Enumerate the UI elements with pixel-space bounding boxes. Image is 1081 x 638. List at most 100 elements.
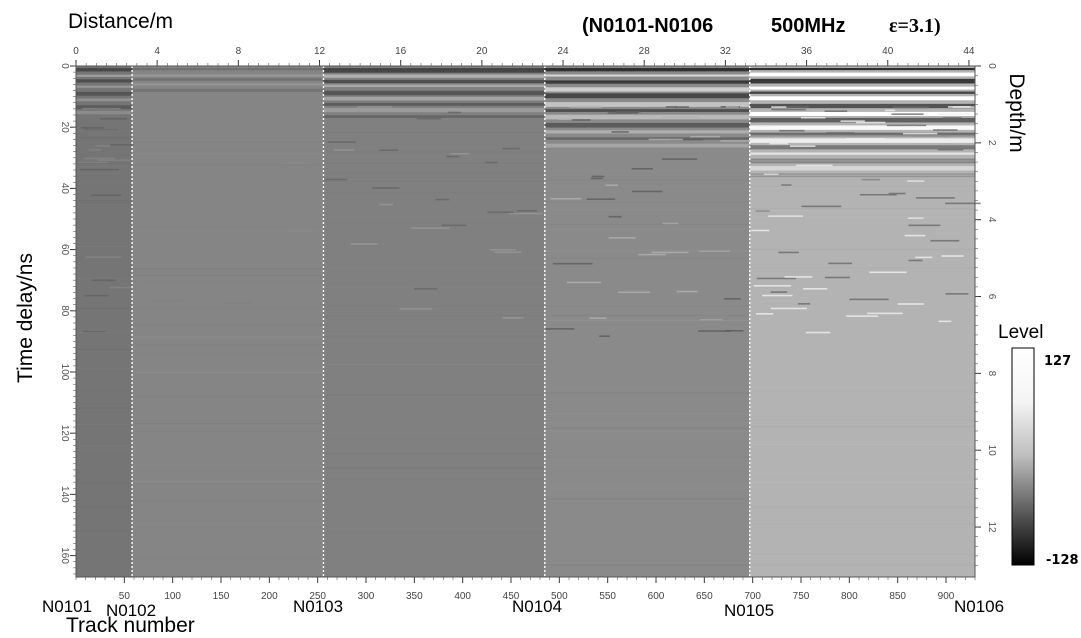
reflection-streak	[333, 149, 355, 151]
texture-line	[749, 208, 975, 210]
texture-line	[76, 166, 133, 168]
reflection-streak	[605, 184, 618, 186]
reflection-streak	[662, 222, 679, 225]
reflection-streak	[446, 155, 459, 158]
reflection-band	[323, 74, 545, 78]
texture-line	[323, 126, 545, 128]
texture-line	[544, 186, 750, 188]
texture-line	[544, 179, 750, 181]
texture-line	[76, 246, 133, 248]
track-tick-label: 650	[696, 591, 713, 602]
reflection-streak	[798, 303, 811, 305]
texture-line	[544, 258, 750, 260]
distance-tick-label: 12	[314, 46, 326, 57]
reflection-band	[544, 102, 750, 107]
texture-line	[544, 375, 750, 377]
texture-line	[323, 151, 545, 153]
reflection-band	[323, 115, 545, 118]
reflection-streak	[908, 259, 923, 262]
track-tick-label: 850	[889, 591, 906, 602]
profile-label: N0105	[724, 601, 775, 620]
reflection-band	[76, 91, 133, 96]
reflection-streak	[930, 239, 960, 242]
reflection-band	[749, 86, 975, 90]
reflection-band	[544, 109, 750, 113]
texture-line	[132, 149, 324, 151]
texture-line	[749, 419, 975, 421]
texture-line	[76, 506, 133, 508]
distance-tick-label: 36	[801, 46, 813, 57]
texture-line	[323, 403, 545, 405]
reflection-band	[749, 68, 975, 71]
distance-axis-label: Distance/m	[68, 10, 174, 33]
reflection-streak	[802, 288, 828, 290]
reflection-streak	[952, 106, 977, 108]
reflection-streak	[615, 110, 641, 113]
texture-line	[76, 162, 133, 164]
reflection-streak	[937, 148, 964, 151]
texture-line	[132, 412, 324, 414]
texture-line	[544, 387, 750, 389]
texture-line	[132, 141, 324, 143]
texture-line	[544, 498, 750, 500]
reflection-band	[544, 122, 750, 128]
texture-line	[132, 281, 324, 283]
reflection-streak	[283, 162, 309, 165]
texture-line	[323, 315, 545, 317]
reflection-streak	[651, 251, 689, 254]
reflection-streak	[599, 335, 610, 338]
texture-line	[132, 564, 324, 566]
texture-line	[132, 431, 324, 433]
reflection-streak	[771, 108, 807, 111]
reflection-band	[544, 114, 750, 120]
track-tick-label: 500	[551, 591, 568, 602]
track-tick-label: 700	[744, 591, 761, 602]
reflection-streak	[327, 141, 356, 143]
reflection-streak	[552, 262, 593, 265]
texture-line	[323, 335, 545, 337]
texture-line	[76, 154, 133, 156]
reflection-streak	[720, 140, 757, 142]
colorbar	[1011, 347, 1035, 566]
texture-line	[76, 137, 133, 139]
reflection-streak	[869, 271, 907, 274]
reflection-streak	[632, 190, 663, 193]
texture-line	[76, 348, 133, 350]
reflection-streak	[908, 224, 941, 227]
reflection-band	[749, 78, 975, 84]
texture-line	[76, 390, 133, 392]
texture-line	[76, 202, 133, 204]
depth-tick-label: 2	[986, 140, 997, 146]
reflection-streak	[91, 194, 122, 197]
texture-line	[132, 396, 324, 398]
reflection-band	[323, 84, 545, 88]
reflection-streak	[756, 277, 796, 280]
texture-line	[76, 423, 133, 425]
distance-tick-label: 24	[557, 46, 569, 57]
time-tick-label: 100	[59, 364, 70, 381]
texture-line	[132, 344, 324, 346]
reflection-streak	[648, 138, 683, 141]
reflection-streak	[769, 142, 789, 145]
texture-line	[76, 307, 133, 309]
profile-label: N0103	[293, 597, 344, 616]
reflection-band	[749, 96, 975, 101]
segment-background	[544, 66, 750, 577]
texture-line	[323, 394, 545, 396]
texture-line	[749, 570, 975, 572]
reflection-streak	[96, 106, 116, 109]
reflection-streak	[399, 308, 433, 310]
reflection-streak	[287, 229, 312, 232]
texture-line	[323, 192, 545, 194]
track-tick-label: 550	[599, 591, 616, 602]
reflection-streak	[933, 129, 958, 131]
texture-line	[749, 351, 975, 353]
reflection-streak	[796, 164, 833, 167]
reflection-band	[132, 74, 324, 77]
texture-line	[76, 229, 133, 231]
texture-line	[544, 487, 750, 489]
reflection-band	[544, 74, 750, 77]
reflection-streak	[778, 251, 799, 254]
